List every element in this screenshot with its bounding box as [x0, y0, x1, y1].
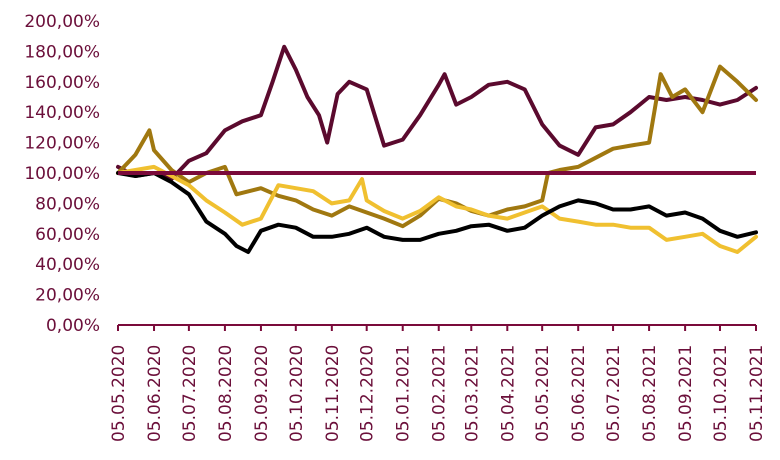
x-tick-label: 05.07.2020	[180, 345, 200, 442]
x-tick-label: 05.10.2020	[287, 345, 307, 442]
x-tick-label: 05.07.2021	[604, 345, 624, 442]
x-tick-label: 05.09.2021	[676, 345, 696, 442]
x-tick-label: 05.12.2020	[358, 345, 378, 442]
x-tick-label: 05.11.2020	[323, 345, 343, 442]
y-tick-label: 80,00%	[35, 194, 100, 214]
y-tick-label: 120,00%	[24, 134, 100, 154]
x-tick-label: 05.11.2021	[747, 345, 767, 442]
y-tick-label: 160,00%	[24, 73, 100, 93]
axis-layer: 0,00% 20,00% 40,00% 60,00% 80,00% 100,00% 120,…	[24, 12, 767, 442]
y-tick-label: 180,00%	[24, 42, 100, 62]
x-tick-label: 05.06.2020	[145, 345, 165, 442]
x-tick-label: 05.06.2021	[569, 345, 589, 442]
x-tick-label: 05.03.2021	[462, 345, 482, 442]
x-tick-label: 05.09.2020	[252, 345, 272, 442]
x-tick-label: 05.01.2021	[394, 345, 414, 442]
x-tick-label: 05.08.2020	[216, 345, 236, 442]
y-tick-label: 60,00%	[35, 225, 100, 245]
series-layer	[116, 44, 758, 254]
y-tick-label: 200,00%	[24, 12, 100, 32]
x-tick-label: 05.10.2021	[711, 345, 731, 442]
x-tick-label: 05.08.2021	[640, 345, 660, 442]
x-tick-label: 05.04.2021	[498, 345, 518, 442]
series-line-1	[116, 44, 758, 182]
x-tick-label: 05.05.2021	[533, 345, 553, 442]
series-line-4	[116, 171, 758, 254]
y-tick-label: 0,00%	[46, 316, 100, 336]
x-tick-label: 05.05.2020	[109, 345, 129, 442]
series-line-3	[116, 164, 758, 254]
x-tick-label: 05.02.2021	[430, 345, 450, 442]
y-tick-label: 40,00%	[35, 255, 100, 275]
y-tick-label: 140,00%	[24, 103, 100, 123]
y-tick-label: 100,00%	[24, 164, 100, 184]
y-tick-label: 20,00%	[35, 286, 100, 306]
